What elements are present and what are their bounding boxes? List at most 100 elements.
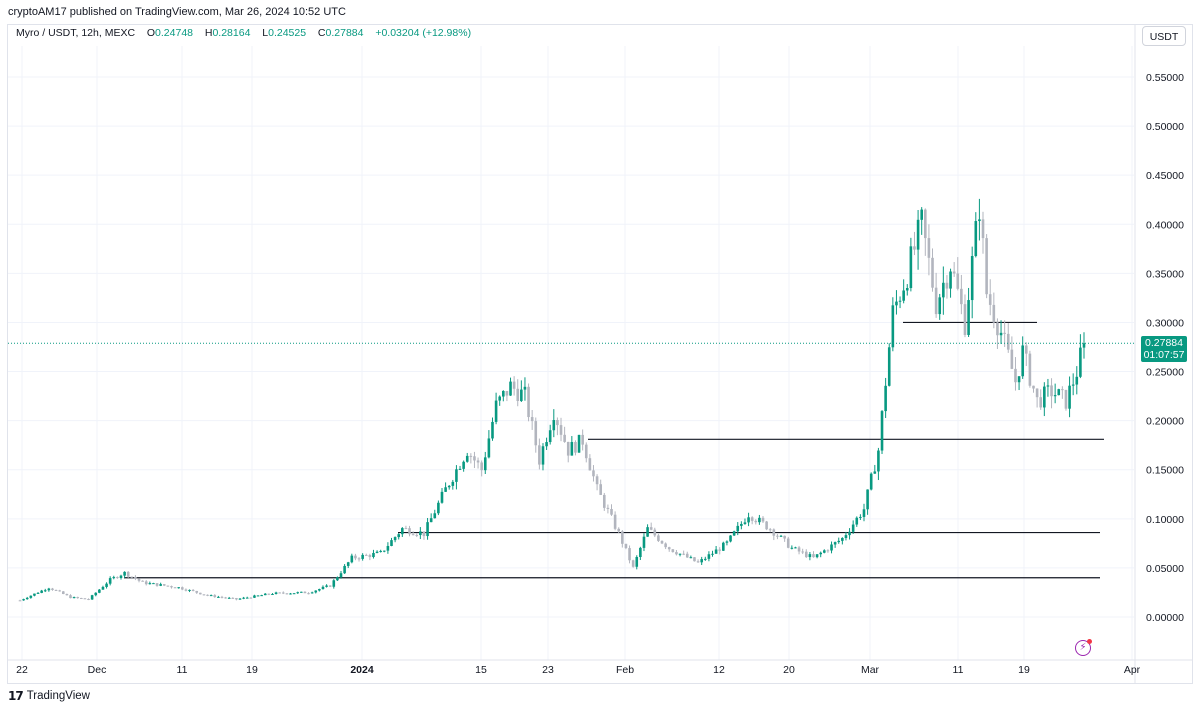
x-tick-label: 2024	[350, 664, 374, 676]
candle-body	[199, 592, 202, 595]
candle	[72, 596, 76, 599]
candle-body	[599, 484, 602, 495]
y-tick-label: 0.00000	[1146, 612, 1184, 624]
candle	[177, 587, 180, 589]
candle	[458, 465, 462, 470]
candle-body	[869, 473, 873, 490]
candle-body	[988, 294, 992, 305]
candle-body	[43, 590, 47, 592]
candle-body	[768, 529, 772, 531]
candle	[851, 520, 855, 534]
candle-body	[884, 385, 887, 412]
candle-body	[740, 523, 743, 526]
candle-body	[826, 550, 830, 552]
candle	[25, 596, 29, 600]
candle-body	[703, 558, 707, 560]
candle-body	[523, 386, 527, 390]
candle-body	[325, 585, 328, 587]
candle	[837, 537, 841, 544]
candle	[992, 292, 996, 329]
candle	[1071, 373, 1075, 396]
candle	[696, 559, 700, 563]
candle	[455, 465, 458, 490]
x-tick-label: 19	[246, 664, 258, 676]
candle-body	[1057, 389, 1061, 396]
candle	[516, 379, 520, 407]
candle-body	[920, 209, 923, 220]
candle-body	[783, 535, 786, 539]
candle-body	[718, 549, 722, 551]
candle	[938, 293, 942, 320]
candle-body	[455, 469, 458, 482]
candle	[123, 571, 126, 578]
candle	[155, 583, 159, 587]
lightning-icon[interactable]: ⚡	[1075, 639, 1092, 656]
candle	[87, 598, 90, 601]
candle-body	[390, 540, 393, 546]
candle-body	[804, 551, 808, 558]
low-label: L	[262, 27, 269, 39]
candle	[1003, 320, 1006, 347]
candle	[116, 576, 119, 579]
candles	[18, 198, 1086, 602]
candle-body	[25, 597, 29, 600]
candle-body	[512, 381, 516, 389]
candle-body	[357, 558, 361, 560]
candle	[675, 549, 678, 556]
candle	[242, 596, 245, 600]
candle-body	[480, 462, 483, 471]
candle	[639, 546, 642, 561]
candle-body	[343, 565, 346, 574]
candle	[325, 584, 328, 588]
candle	[859, 514, 862, 521]
bar-countdown: 01:07:57	[1143, 349, 1185, 361]
candle-body	[942, 282, 945, 298]
candle-body	[274, 592, 278, 595]
candle-body	[379, 550, 382, 552]
candle	[487, 430, 491, 459]
candle	[408, 525, 411, 537]
candle	[444, 482, 447, 492]
candle-body	[108, 578, 112, 584]
candle-body	[700, 559, 703, 563]
candle	[1035, 388, 1039, 408]
candle	[905, 284, 909, 296]
candle	[209, 594, 213, 597]
candle-body	[833, 542, 837, 545]
candle-body	[765, 521, 768, 530]
candle-body	[1028, 353, 1032, 386]
candle	[750, 516, 754, 525]
candle	[970, 246, 974, 319]
candle-body	[1064, 389, 1068, 409]
candle	[891, 297, 895, 352]
candle-body	[170, 586, 173, 588]
candle	[808, 552, 812, 561]
candle	[47, 587, 51, 592]
candle-body	[292, 593, 296, 595]
candle-body	[559, 425, 563, 435]
candle	[671, 549, 675, 553]
candle-body	[382, 550, 386, 552]
candle-body	[1043, 386, 1046, 408]
tradingview-logo[interactable]: 17 TradingView	[8, 689, 90, 703]
candle-body	[101, 586, 105, 590]
candle	[224, 596, 227, 599]
candle-body	[891, 305, 895, 348]
candle	[978, 198, 981, 241]
candle	[426, 517, 429, 540]
candle-body	[415, 534, 419, 536]
candle-body	[1017, 376, 1021, 383]
candle	[253, 594, 256, 598]
candle-body	[40, 590, 43, 593]
candle	[880, 410, 884, 454]
candle-body	[649, 527, 653, 530]
candle	[700, 556, 703, 565]
candle-body	[671, 549, 675, 553]
candle	[931, 248, 934, 292]
candle-body	[469, 455, 473, 457]
currency-button[interactable]: USDT	[1142, 26, 1186, 46]
candle	[1043, 382, 1046, 417]
candle	[538, 438, 541, 470]
candle-body	[566, 441, 570, 456]
